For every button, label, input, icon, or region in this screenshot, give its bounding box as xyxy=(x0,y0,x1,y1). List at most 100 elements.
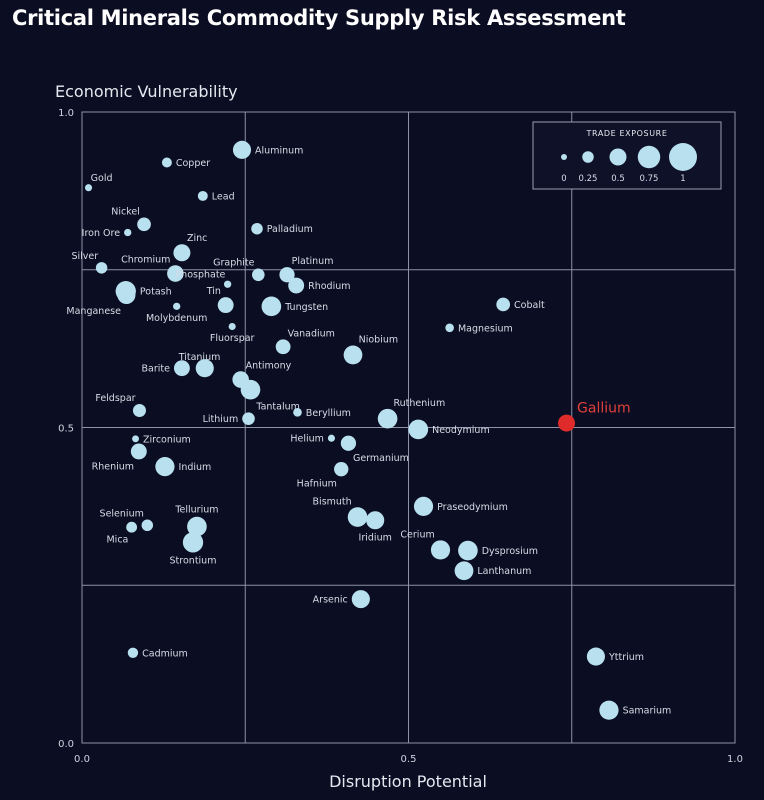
legend: TRADE EXPOSURE 0 0.25 0.5 0.75 1 xyxy=(532,121,722,190)
legend-title: TRADE EXPOSURE xyxy=(586,129,668,138)
data-point xyxy=(288,277,305,294)
point-label: Platinum xyxy=(292,256,334,267)
data-point xyxy=(343,345,363,365)
data-point xyxy=(454,561,474,581)
y-tick-label: 0.5 xyxy=(58,424,74,435)
data-point xyxy=(195,359,214,378)
data-point xyxy=(141,519,154,532)
point-label: Graphite xyxy=(213,257,255,268)
data-point xyxy=(558,414,576,432)
legend-bubble xyxy=(669,143,697,171)
data-point xyxy=(347,507,368,527)
point-label: Potash xyxy=(140,287,172,298)
data-point xyxy=(240,379,261,400)
data-point xyxy=(413,496,434,516)
data-point xyxy=(197,190,208,201)
legend-label: 0 xyxy=(561,174,566,184)
y-axis-title: Economic Vulnerability xyxy=(55,82,238,101)
x-tick-label: 0.5 xyxy=(401,754,417,765)
point-label: Tin xyxy=(206,286,221,297)
point-label: Bismuth xyxy=(313,496,352,507)
data-point xyxy=(430,540,451,560)
point-label: Niobium xyxy=(359,335,399,346)
data-point xyxy=(327,434,335,442)
data-point xyxy=(137,217,151,232)
point-label: Rhodium xyxy=(308,281,350,292)
data-point xyxy=(130,443,147,460)
point-label: Ruthenium xyxy=(393,398,445,409)
data-point xyxy=(458,540,478,561)
point-label: Indium xyxy=(179,462,212,473)
point-label: Helium xyxy=(290,434,324,445)
data-point xyxy=(161,157,172,168)
point-label: Lithium xyxy=(203,414,239,425)
point-label: Dysprosium xyxy=(482,546,538,557)
point-label: Barite xyxy=(141,364,170,375)
axis-ticks: 0.00.0 0.5 0.5 1.0 1.0 xyxy=(58,108,743,765)
data-point xyxy=(251,222,263,235)
point-label: Manganese xyxy=(66,306,121,317)
point-label: Strontium xyxy=(170,555,217,566)
point-label: Lead xyxy=(212,191,235,202)
data-point xyxy=(132,435,139,443)
point-label: Chromium xyxy=(121,254,170,265)
data-point xyxy=(155,457,175,477)
point-label: Tellurium xyxy=(174,505,218,516)
data-point xyxy=(334,461,349,477)
point-label: Samarium xyxy=(623,706,672,717)
x-axis-title: Disruption Potential xyxy=(329,772,487,791)
point-label: Molybdenum xyxy=(146,313,207,324)
point-label: Yttrium xyxy=(608,652,644,663)
data-point xyxy=(228,322,236,331)
point-label: Selenium xyxy=(100,509,144,520)
data-point xyxy=(95,262,108,274)
point-label: Palladium xyxy=(267,224,313,235)
point-label: Cerium xyxy=(400,529,434,540)
data-point xyxy=(242,412,255,425)
data-point xyxy=(173,244,191,262)
data-point xyxy=(586,647,605,666)
legend-label: 0.75 xyxy=(640,174,659,184)
legend-bubble xyxy=(582,151,594,163)
data-point xyxy=(275,339,291,355)
point-label: Iron Ore xyxy=(82,228,121,239)
data-point xyxy=(377,408,398,429)
point-label: Cadmium xyxy=(142,648,188,659)
point-label: Zinc xyxy=(187,233,207,244)
point-label: Hafnium xyxy=(297,478,337,489)
point-label: Antimony xyxy=(246,360,292,371)
legend-bubble xyxy=(609,148,627,166)
chart-title: Critical Minerals Commodity Supply Risk … xyxy=(12,6,626,30)
data-point xyxy=(132,403,146,417)
point-label: Praseodymium xyxy=(437,502,508,513)
data-point xyxy=(173,302,181,311)
legend-bubble xyxy=(637,145,661,169)
legend-label: 0.5 xyxy=(611,174,625,184)
point-label: Feldspar xyxy=(95,393,135,404)
data-point xyxy=(279,267,295,283)
x-tick-label: 1.0 xyxy=(727,754,743,765)
point-label: Neodymium xyxy=(432,425,490,436)
point-label: Gold xyxy=(91,173,113,184)
point-label: Phosphate xyxy=(175,270,225,281)
data-point xyxy=(187,516,207,537)
point-label: Lanthanum xyxy=(477,566,531,577)
y-tick-label: 0.0 xyxy=(58,739,74,750)
point-label: Rhenium xyxy=(92,461,134,472)
data-point xyxy=(366,511,385,530)
data-point xyxy=(173,360,190,377)
point-label: Magnesium xyxy=(458,323,513,334)
data-point xyxy=(117,285,136,305)
data-points: Aluminum Copper Gold Lead Nickel Iron Ore Pall… xyxy=(66,140,672,720)
point-label: Silver xyxy=(71,251,98,262)
point-label: Tantalum xyxy=(255,401,300,412)
point-label: Beryllium xyxy=(306,408,351,419)
point-label: Aluminum xyxy=(255,145,303,156)
data-point xyxy=(232,140,252,159)
data-point xyxy=(408,419,429,440)
legend-label: 1 xyxy=(680,174,685,184)
y-tick-label: 1.0 xyxy=(58,108,74,119)
point-label: Germanium xyxy=(353,453,409,464)
point-label: Cobalt xyxy=(514,300,545,311)
